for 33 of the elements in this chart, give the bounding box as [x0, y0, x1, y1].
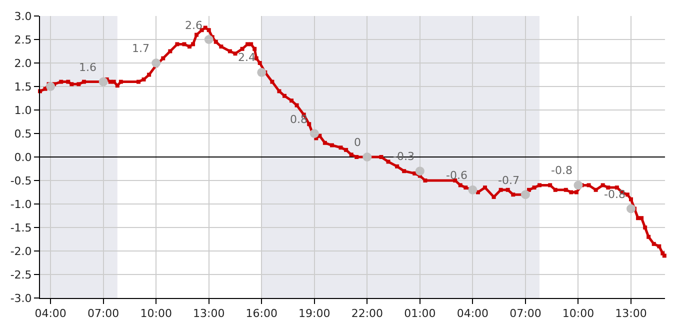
x-tick-label: 07:00	[510, 307, 542, 320]
annotation: -0.8	[551, 164, 572, 177]
annotation: -0.8	[604, 188, 626, 201]
annotation: 1.6	[79, 61, 96, 74]
x-tick-label: 22:00	[351, 307, 384, 320]
annotation: -0.7	[498, 174, 520, 187]
x-tick-label: 13:00	[615, 307, 647, 320]
x-tick-label: 07:00	[87, 307, 120, 320]
y-tick-label: -1.0	[10, 198, 32, 211]
y-tick-label: 3.0	[14, 10, 32, 23]
x-tick-label: 10:00	[562, 307, 594, 320]
annotation: 2.6	[185, 19, 202, 32]
y-tick-label: 2.5	[14, 33, 32, 46]
y-tick-label: 1.0	[14, 104, 32, 117]
annotation: 0	[354, 136, 361, 149]
x-tick-label: 10:00	[140, 307, 172, 320]
y-tick-label: -3.0	[10, 292, 32, 305]
x-tick-label: 04:00	[34, 307, 66, 320]
annotation: -0.6	[446, 169, 468, 182]
y-tick-label: -2.5	[10, 268, 32, 282]
x-tick-label: 01:00	[404, 307, 436, 320]
x-tick-label: 13:00	[193, 307, 225, 320]
y-tick-label: 0.0	[14, 150, 32, 164]
x-tick-label: 19:00	[298, 307, 330, 320]
y-tick-label: 1.5	[14, 80, 32, 94]
y-tick-label: 0.5	[14, 127, 32, 140]
annotation: 1.7	[132, 42, 150, 55]
x-tick-label: 16:00	[246, 307, 278, 320]
y-tick-label: 2.0	[14, 56, 32, 70]
y-tick-label: -0.5	[10, 174, 32, 188]
y-tick-label: -1.5	[10, 221, 32, 234]
x-tick-label: 04:00	[456, 307, 489, 320]
y-tick-label: -2.0	[10, 244, 32, 258]
